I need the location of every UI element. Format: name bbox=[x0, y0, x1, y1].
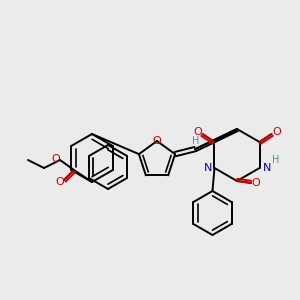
Text: O: O bbox=[56, 177, 64, 187]
Text: O: O bbox=[272, 127, 281, 137]
Text: O: O bbox=[52, 154, 60, 164]
Text: N: N bbox=[263, 163, 272, 173]
Text: N: N bbox=[204, 163, 213, 173]
Text: O: O bbox=[153, 136, 161, 146]
Text: O: O bbox=[193, 127, 202, 137]
Text: O: O bbox=[252, 178, 260, 188]
Text: H: H bbox=[272, 155, 279, 165]
Text: H: H bbox=[192, 136, 200, 146]
